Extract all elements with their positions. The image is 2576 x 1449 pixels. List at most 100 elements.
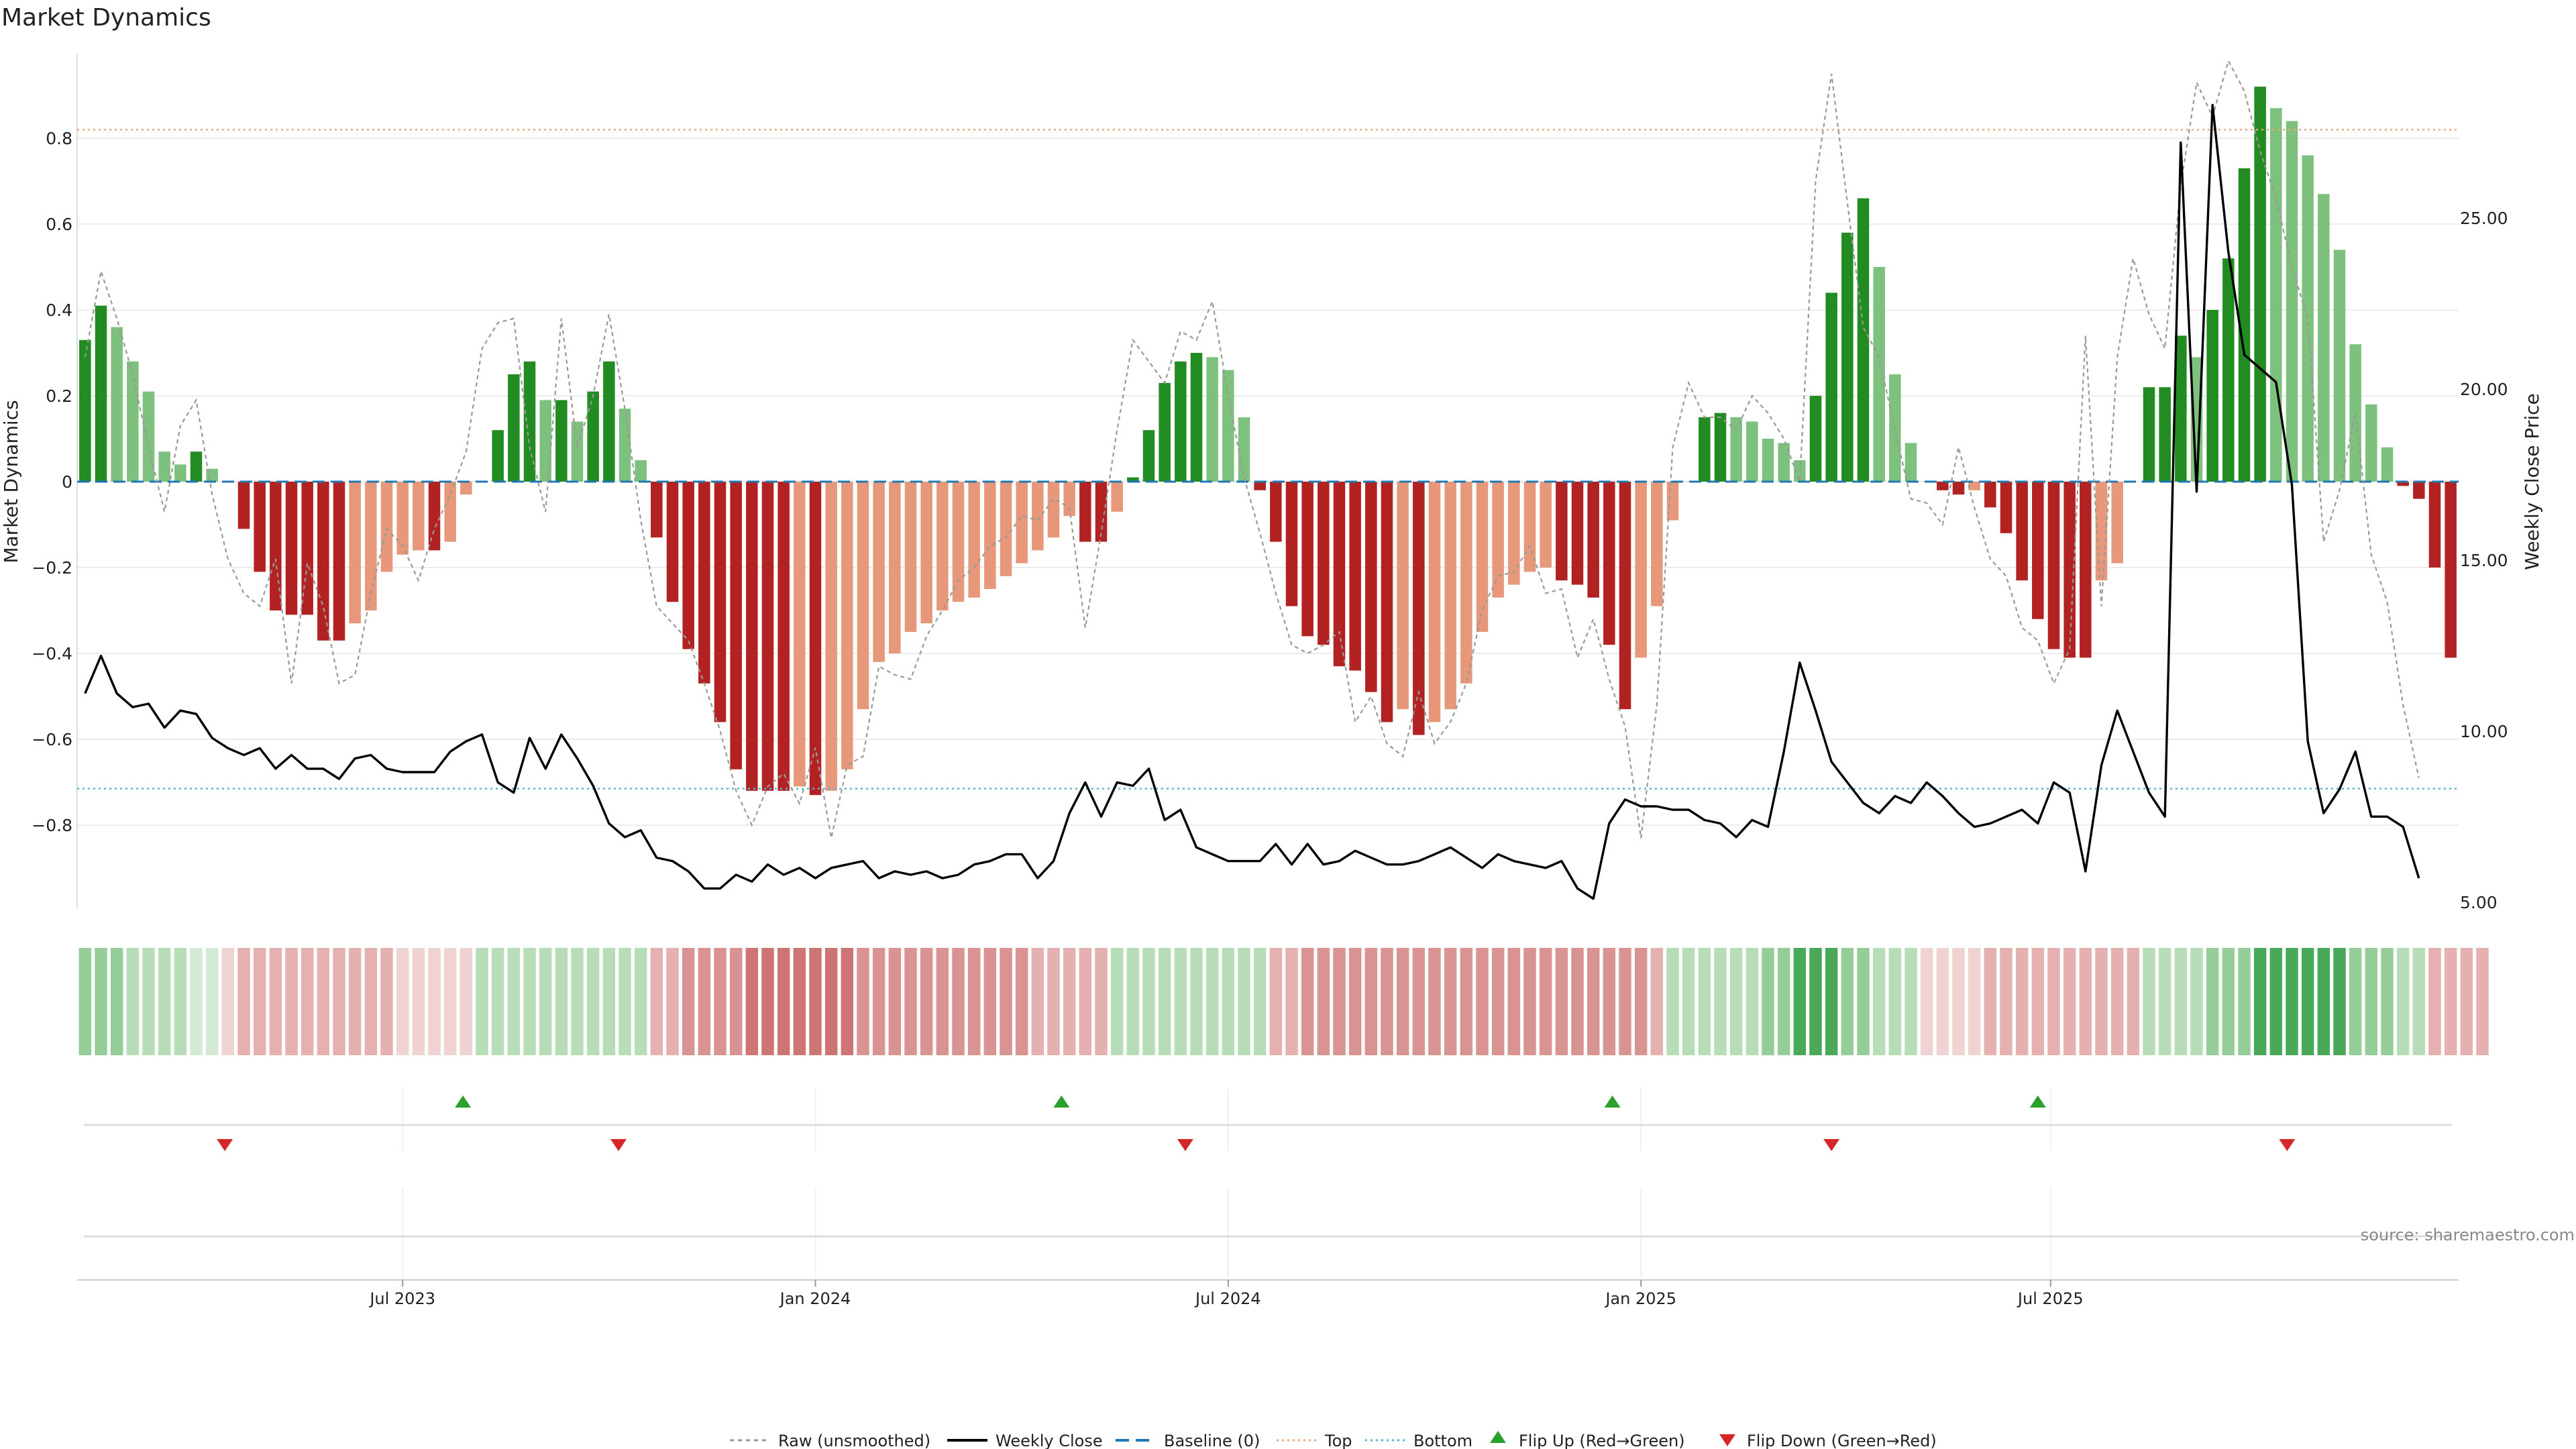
dynamics-bar [2016, 482, 2028, 581]
dynamics-bar [396, 482, 409, 555]
date-axis: Jul 2023 Jan 2024 Jul 2024 Jan 2025 Jul 2025 [77, 1279, 2459, 1308]
regime-cell [1381, 948, 1393, 1055]
dynamics-bar [2302, 155, 2314, 482]
dynamics-bar [1175, 361, 1187, 482]
dynamics-bar [698, 482, 710, 684]
dynamics-bar [523, 361, 536, 482]
regime-cell [174, 948, 187, 1055]
regime-cell [126, 948, 140, 1055]
dynamics-bar [2428, 482, 2441, 568]
date-tick-label: Jul 2023 [368, 1289, 435, 1308]
dynamics-bar [809, 482, 822, 796]
regime-cell [1936, 948, 1949, 1055]
right-tick-label: 25.00 [2460, 209, 2508, 228]
dynamics-bar [1063, 482, 1075, 517]
dynamics-bar [1000, 482, 1012, 576]
regime-cell [1587, 948, 1600, 1055]
dynamics-bar [841, 482, 853, 769]
regime-cell [2238, 948, 2251, 1055]
regime-cell [221, 948, 235, 1055]
regime-cell [1857, 948, 1870, 1055]
flip-down-marker [1177, 1139, 1193, 1151]
dynamics-bar [79, 339, 91, 482]
dynamics-bar [1984, 482, 1996, 508]
flip-down-marker [2279, 1139, 2296, 1151]
legend-flip-down-marker [1719, 1434, 1735, 1446]
regime-strip [78, 948, 2489, 1055]
regime-cell [476, 948, 488, 1055]
regime-cell [1110, 948, 1124, 1055]
dynamics-bar [777, 482, 790, 791]
dynamics-bar [1301, 482, 1313, 637]
dynamics-bar [651, 482, 663, 538]
regime-cell [460, 948, 473, 1055]
regime-cell [1301, 948, 1314, 1055]
dynamics-bar [190, 451, 203, 482]
dynamics-bar [682, 482, 694, 649]
left-tick-label: −0.4 [32, 644, 72, 663]
regime-cell [1428, 948, 1441, 1055]
flip-markers-panel [84, 1088, 2452, 1151]
dynamics-bar [2000, 482, 2012, 533]
dynamics-bar [492, 430, 504, 482]
date-tick-label: Jul 2025 [2017, 1289, 2084, 1308]
dynamics-bar [1127, 477, 1139, 482]
dynamics-bar [2318, 194, 2330, 482]
legend-bottom-label: Bottom [1413, 1432, 1472, 1449]
dynamics-bar [508, 374, 520, 482]
regime-cell [1888, 948, 1902, 1055]
dynamics-bar [968, 482, 980, 598]
dynamics-bar [1397, 482, 1409, 710]
date-tick-label: Jul 2024 [1194, 1289, 1261, 1308]
dynamics-bar [1381, 482, 1393, 722]
dynamics-bar [111, 327, 123, 482]
dynamics-bar [2063, 482, 2076, 658]
regime-cell [491, 948, 504, 1055]
dynamics-bar [1603, 482, 1615, 645]
regime-cell [634, 948, 647, 1055]
dynamics-bar [2238, 168, 2251, 482]
dynamics-bar [1730, 417, 1742, 482]
regime-cell [2253, 948, 2267, 1055]
regime-cell [428, 948, 441, 1055]
dynamics-bar [1413, 482, 1425, 735]
regime-cell [2269, 948, 2283, 1055]
dynamics-bar [1476, 482, 1489, 632]
dynamics-bar [794, 482, 806, 787]
regime-cell [2333, 948, 2346, 1055]
source-note: source: sharemaestro.com [2361, 1226, 2575, 1244]
regime-cell [2031, 948, 2045, 1055]
dynamics-bar [1032, 482, 1044, 551]
dynamics-bar [142, 391, 155, 482]
dynamics-bar [825, 482, 837, 791]
dynamics-bar [2286, 121, 2298, 482]
regime-cell [1015, 948, 1028, 1055]
dynamics-bar [1492, 482, 1504, 598]
right-tick-label: 5.00 [2460, 893, 2498, 912]
regime-cell [2063, 948, 2076, 1055]
regime-cell [1460, 948, 1473, 1055]
regime-cell [412, 948, 425, 1055]
regime-cell [571, 948, 584, 1055]
dynamics-bar [1762, 439, 1774, 482]
left-tick-label: −0.6 [32, 730, 72, 749]
dynamics-bar [1254, 482, 1266, 490]
dynamics-bar [2381, 447, 2394, 482]
regime-cell [841, 948, 854, 1055]
regime-cell [1158, 948, 1171, 1055]
dynamics-bar [237, 482, 250, 529]
regime-cell [1968, 948, 1981, 1055]
regime-cell [539, 948, 552, 1055]
dynamics-bar [889, 482, 901, 653]
regime-cell [2460, 948, 2473, 1055]
dynamics-bar [1095, 482, 1108, 542]
dynamics-bar [1904, 443, 1917, 482]
regime-cell [1555, 948, 1568, 1055]
legend-top-label: Top [1324, 1432, 1352, 1449]
dynamics-bar [270, 482, 282, 610]
regime-cell [1317, 948, 1330, 1055]
dynamics-bar [2254, 87, 2266, 482]
date-tick-label: Jan 2024 [779, 1289, 851, 1308]
regime-cell [1126, 948, 1140, 1055]
dynamics-bar [1318, 482, 1330, 645]
